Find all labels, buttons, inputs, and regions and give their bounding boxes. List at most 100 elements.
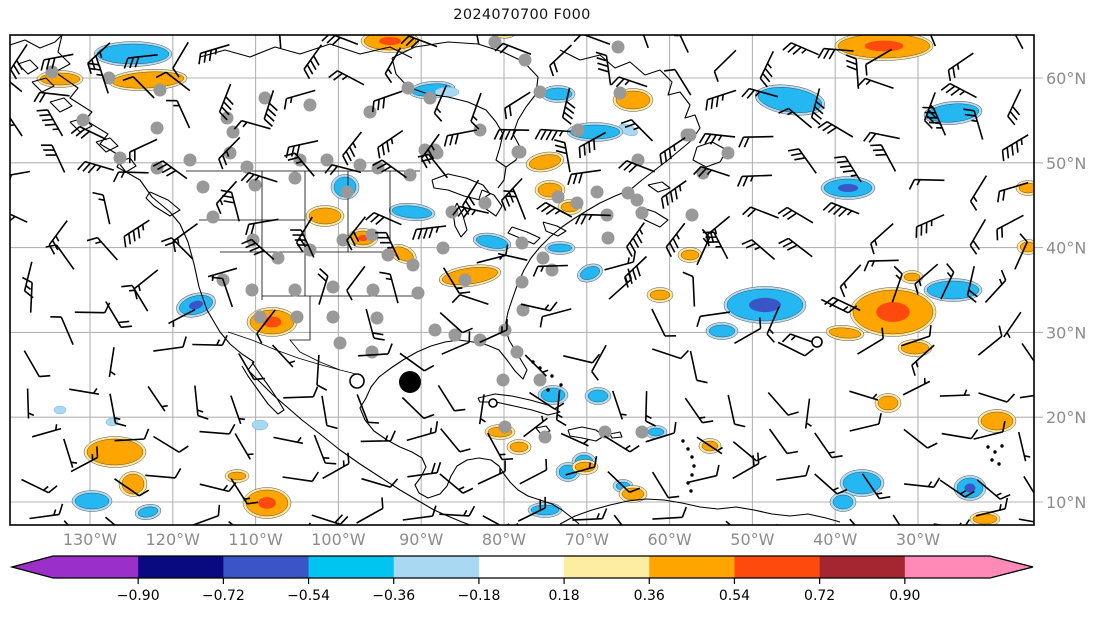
colorbar-tick-label: 0.90 bbox=[889, 588, 920, 604]
station-dots bbox=[45, 35, 735, 444]
lat-tick-label: 50°N bbox=[1046, 154, 1086, 173]
anomaly-blob bbox=[834, 35, 934, 61]
station-dot bbox=[102, 71, 116, 85]
station-dot bbox=[403, 168, 417, 182]
anomaly-blob bbox=[644, 425, 668, 439]
black-dot-marker bbox=[399, 371, 421, 393]
station-dot bbox=[406, 258, 420, 272]
anomaly-blob bbox=[953, 475, 987, 501]
station-dot bbox=[226, 125, 240, 139]
station-dot bbox=[458, 273, 472, 287]
wind-barbs bbox=[10, 35, 1034, 525]
station-dot bbox=[183, 153, 197, 167]
station-dot bbox=[333, 336, 347, 350]
anomaly-blob bbox=[134, 504, 162, 520]
station-dot bbox=[436, 241, 450, 255]
station-dot bbox=[515, 275, 529, 289]
station-dot bbox=[478, 196, 492, 210]
anomaly-blob bbox=[646, 287, 674, 303]
station-dot bbox=[448, 328, 462, 342]
station-dot bbox=[45, 65, 59, 79]
station-dot bbox=[516, 303, 530, 317]
station-dot bbox=[683, 128, 697, 142]
lat-tick-label: 20°N bbox=[1046, 408, 1086, 427]
lat-tick-labels: 60°N 50°N 40°N 30°N 20°N 10°N bbox=[1046, 69, 1086, 512]
station-dot bbox=[551, 190, 565, 204]
anomaly-blob bbox=[839, 469, 885, 497]
station-dot bbox=[245, 283, 259, 297]
station-dot bbox=[536, 251, 550, 265]
station-dot bbox=[635, 425, 649, 439]
station-dot bbox=[611, 40, 625, 54]
anomaly-blob bbox=[224, 469, 250, 483]
anomaly-blob bbox=[705, 322, 739, 340]
station-dot bbox=[113, 151, 127, 165]
colorbar-tick-label: 0.18 bbox=[549, 588, 580, 604]
anomaly-blob bbox=[388, 203, 436, 221]
lon-tick-label: 60°W bbox=[648, 530, 692, 549]
anomaly-blob bbox=[53, 405, 67, 415]
lat-tick-label: 40°N bbox=[1046, 239, 1086, 258]
colorbar-tick-label: 0.36 bbox=[634, 588, 665, 604]
anomaly-blob bbox=[472, 232, 512, 252]
station-dot bbox=[288, 171, 302, 185]
station-dot bbox=[428, 323, 442, 337]
anomaly-blob bbox=[584, 387, 612, 405]
lon-tick-labels: 130°W 120°W 110°W 100°W 90°W 80°W 70°W 60°W 50°W… bbox=[63, 530, 940, 549]
lat-tick-label: 30°N bbox=[1046, 323, 1086, 342]
cyclone-markers bbox=[349, 336, 823, 408]
colorbar-tick-label: −0.18 bbox=[457, 588, 500, 604]
colorbar-tick-label: −0.36 bbox=[372, 588, 415, 604]
open-circle-marker bbox=[488, 398, 498, 408]
station-dot bbox=[538, 430, 552, 444]
lat-tick-label: 60°N bbox=[1046, 69, 1086, 88]
station-dot bbox=[258, 91, 272, 105]
station-dot bbox=[621, 186, 635, 200]
anomaly-blob bbox=[71, 490, 113, 512]
anomaly-blob bbox=[977, 409, 1017, 433]
station-dot bbox=[570, 196, 584, 210]
lon-tick-label: 100°W bbox=[311, 530, 366, 549]
station-dot bbox=[445, 205, 459, 219]
station-dot bbox=[630, 193, 644, 207]
anomaly-blob bbox=[506, 439, 532, 455]
station-dot bbox=[290, 310, 304, 324]
station-dot bbox=[206, 210, 220, 224]
lon-tick-label: 70°W bbox=[565, 530, 609, 549]
anomaly-blob bbox=[105, 417, 119, 427]
anomaly-blob bbox=[829, 492, 857, 512]
colorbar-tick-label: 0.72 bbox=[804, 588, 835, 604]
station-dot bbox=[571, 123, 585, 137]
station-dot bbox=[220, 111, 234, 125]
station-dot bbox=[488, 35, 502, 49]
anomaly-blob bbox=[525, 151, 565, 173]
colorbar-tick-label: −0.90 bbox=[117, 588, 160, 604]
anomaly-blob bbox=[577, 263, 603, 283]
station-dot bbox=[381, 248, 395, 262]
anomaly-blob bbox=[755, 84, 825, 116]
anomaly-blob bbox=[923, 278, 983, 302]
anomaly-blob bbox=[849, 287, 937, 337]
station-dot bbox=[510, 345, 524, 359]
open-circle-marker bbox=[811, 336, 823, 348]
station-dot bbox=[401, 81, 415, 95]
station-dot bbox=[498, 420, 512, 434]
anomaly-blob bbox=[305, 205, 345, 227]
anomaly-blob bbox=[251, 419, 269, 431]
station-dot bbox=[150, 161, 164, 175]
station-dot bbox=[685, 208, 699, 222]
anomaly-blob bbox=[83, 436, 147, 468]
lon-tick-label: 30°W bbox=[896, 530, 940, 549]
station-dot bbox=[366, 283, 380, 297]
station-dot bbox=[326, 310, 340, 324]
anomaly-blob bbox=[544, 241, 576, 255]
station-dot bbox=[196, 180, 210, 194]
island-specks bbox=[531, 360, 1004, 493]
colorbar-tick-label: 0.54 bbox=[719, 588, 750, 604]
station-dot bbox=[411, 286, 425, 300]
station-dot bbox=[533, 85, 547, 99]
station-dot bbox=[271, 251, 285, 265]
colorbar: −0.90 −0.72 −0.54 −0.36 −0.18 0.18 0.36 0.54 0.7… bbox=[9, 555, 1034, 604]
station-dot bbox=[150, 121, 164, 135]
station-dot bbox=[365, 228, 379, 242]
